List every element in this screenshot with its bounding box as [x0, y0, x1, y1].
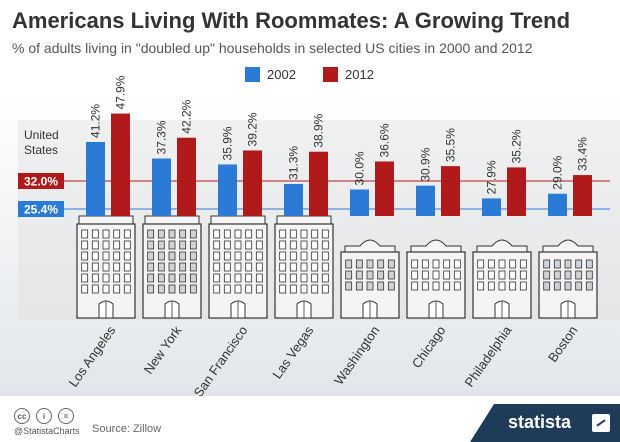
twitter-handle[interactable]: @StatistaCharts: [14, 426, 80, 436]
bar-2012-new-york: [177, 137, 196, 216]
legend-swatch-2002: [245, 67, 260, 82]
building-san-francisco: [208, 215, 268, 319]
chart-title: Americans Living With Roommates: A Growi…: [12, 8, 571, 33]
value-label-2012-new-york: 42.2%: [180, 99, 194, 133]
building-boston: [538, 239, 598, 319]
footer: cc i = @StatistaCharts Source: Zillow st…: [0, 396, 620, 442]
bar-2002-las-vegas: [284, 183, 303, 216]
value-label-2012-las-vegas: 38.9%: [312, 113, 326, 147]
reference-badge-25-4-: [18, 201, 64, 217]
legend-label-2002: 2002: [267, 67, 296, 82]
building-new-york: [142, 215, 202, 319]
value-label-2012-washington: 36.6%: [378, 123, 392, 157]
by-icon: i: [36, 408, 52, 424]
value-label-2012-chicago: 35.5%: [444, 128, 458, 162]
buildings: [76, 215, 598, 319]
bar-2002-new-york: [152, 158, 171, 216]
value-label-2002-philadelphia: 27.9%: [485, 160, 499, 194]
value-label-2002-boston: 29.0%: [551, 155, 565, 189]
chart: 2002 2012 United States 32.0% 25.4% 41.2% 47.…: [0, 67, 620, 396]
building-washington: [340, 239, 400, 319]
value-label-2002-new-york: 37.3%: [155, 120, 169, 154]
statista-logo-icon: [592, 414, 610, 432]
brand-logo[interactable]: statista: [470, 404, 620, 442]
legend: 2002 2012: [245, 67, 374, 82]
value-labels: 41.2% 47.9% 37.3% 42.2% 35.9% 39.2% 31.3% 38.9%…: [89, 75, 590, 194]
bar-2002-chicago: [416, 185, 435, 216]
bar-2002-boston: [548, 193, 567, 216]
value-label-2012-philadelphia: 35.2%: [510, 129, 524, 163]
reference-label-32-0-: 32.0%: [24, 175, 58, 189]
cc-icon: cc: [14, 408, 30, 424]
value-label-2002-chicago: 30.9%: [419, 147, 433, 181]
building-las-vegas: [274, 215, 334, 319]
reference-caption: United States: [24, 128, 59, 157]
legend-label-2012: 2012: [345, 67, 374, 82]
bar-2012-los-angeles: [111, 113, 130, 216]
value-label-2002-san-francisco: 35.9%: [221, 126, 235, 160]
brand-name: statista: [508, 412, 572, 432]
bar-2002-san-francisco: [218, 164, 237, 216]
value-label-2012-los-angeles: 47.9%: [114, 75, 128, 109]
bar-2012-san-francisco: [243, 150, 262, 216]
bars: [86, 113, 592, 216]
value-label-2002-las-vegas: 31.3%: [287, 146, 301, 180]
bar-2012-washington: [375, 161, 394, 216]
value-label-2012-boston: 33.4%: [576, 137, 590, 171]
bar-2012-boston: [573, 175, 592, 216]
bar-2002-philadelphia: [482, 198, 501, 216]
chart-subtitle: % of adults living in "doubled up" house…: [12, 40, 533, 56]
bar-2012-chicago: [441, 166, 460, 216]
reference-label-25-4-: 25.4%: [24, 203, 58, 217]
nd-icon: =: [58, 408, 74, 424]
reference-lines: United States 32.0% 25.4%: [18, 128, 610, 217]
bar-2002-los-angeles: [86, 141, 105, 216]
value-label-2002-washington: 30.0%: [353, 151, 367, 185]
building-los-angeles: [76, 215, 136, 319]
building-chicago: [406, 239, 466, 319]
reference-badge-32-0-: [18, 173, 64, 189]
bar-2012-las-vegas: [309, 151, 328, 216]
source-text: Source: Zillow: [92, 423, 162, 435]
legend-swatch-2012: [323, 67, 338, 82]
bar-2002-washington: [350, 189, 369, 216]
bar-2012-philadelphia: [507, 167, 526, 216]
building-philadelphia: [472, 239, 532, 319]
value-label-2012-san-francisco: 39.2%: [246, 112, 260, 146]
value-label-2002-los-angeles: 41.2%: [89, 104, 103, 138]
